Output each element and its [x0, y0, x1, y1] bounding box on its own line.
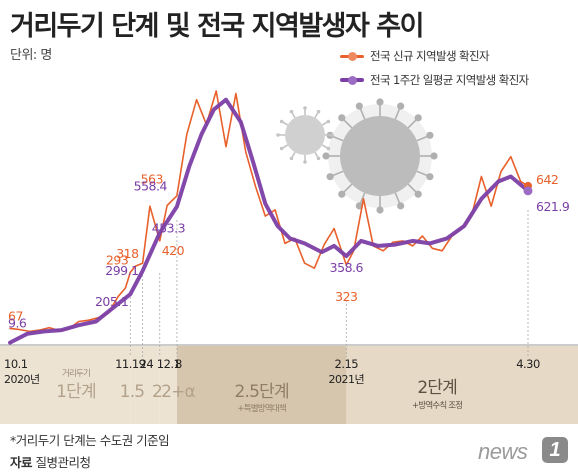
- virus-spike-tip: [289, 109, 294, 114]
- data-label: 420: [162, 243, 185, 258]
- data-label: 293: [106, 252, 128, 267]
- virus-spike-tip: [426, 173, 434, 181]
- virus-spike-tip: [414, 190, 422, 198]
- x-tick-sublabel: 2020년: [4, 373, 40, 386]
- source-value: 질병관리청: [35, 455, 92, 470]
- x-tick-label: 12.1: [157, 357, 181, 371]
- phase-caption: 거리두기: [62, 369, 90, 379]
- phase-label: 2단계: [417, 378, 457, 398]
- phase-label: 2: [152, 382, 162, 402]
- data-label: 323: [335, 289, 357, 304]
- phase-band: [0, 346, 131, 424]
- series-line-weekly-average: [8, 97, 530, 345]
- x-tick-label: 11.19: [115, 357, 146, 371]
- data-label: 318: [116, 246, 139, 261]
- logo-badge: 1: [542, 437, 568, 463]
- data-label: 621.9: [536, 199, 570, 214]
- data-label: 558.4: [134, 179, 168, 194]
- virus-spike-tip: [330, 133, 334, 137]
- data-label: 9.6: [8, 316, 27, 331]
- virus-spike-tip: [326, 146, 331, 151]
- phase-label: 1.5: [120, 382, 145, 402]
- virus-spike-tip: [276, 133, 280, 137]
- phase-band-shade: [176, 346, 347, 424]
- virus-spike-tip: [397, 202, 405, 210]
- virus-body: [285, 115, 325, 155]
- unit-label: 단위: 명: [10, 48, 52, 63]
- virus-spike-tip: [303, 106, 307, 110]
- phase-label: 2.5단계: [234, 382, 288, 402]
- data-label: 563: [141, 171, 163, 186]
- virus-spike-tip: [355, 102, 363, 110]
- data-label: 642: [536, 172, 558, 187]
- x-tick-label: 8: [175, 357, 182, 371]
- x-tick-label: 4.30: [516, 357, 540, 371]
- virus-spike-tip: [279, 119, 284, 124]
- virus-illustration: [276, 98, 438, 214]
- phase-band: [142, 346, 160, 424]
- virus-spike-tip: [338, 114, 346, 122]
- data-label: 453.3: [152, 221, 185, 236]
- virus-spike-tip: [316, 156, 321, 161]
- virus-spike-tip: [316, 109, 321, 114]
- virus-spike-tip: [414, 114, 422, 122]
- x-tick-label: 10.1: [4, 357, 28, 371]
- chart-title: 거리두기 단계 및 전국 지역발생자 추이: [10, 11, 424, 42]
- x-tick-sublabel: 2021년: [329, 373, 365, 386]
- virus-spike-tip: [303, 160, 307, 164]
- news1-logo: news 1: [478, 437, 570, 465]
- legend-dot-avg: [348, 76, 357, 85]
- virus-spike-tip: [322, 152, 330, 160]
- virus-spike-tip: [289, 156, 294, 161]
- virus-spike-tip: [326, 173, 334, 181]
- data-label: 299.1: [105, 263, 138, 278]
- virus-body: [340, 116, 420, 196]
- phase-label: 1단계: [56, 382, 96, 402]
- legend-label-avg: 전국 1주간 일평균 지역발생 확진자: [370, 73, 529, 87]
- footnote: *거리두기 단계는 수도권 기준임: [10, 433, 170, 448]
- x-tick-label: 24: [140, 357, 154, 371]
- data-label: 358.6: [330, 260, 364, 275]
- data-label: 205.1: [95, 294, 128, 309]
- legend-label-daily: 전국 신규 지역발생 확진자: [370, 49, 490, 63]
- virus-spike-tip: [430, 152, 438, 160]
- virus-spike-tip: [376, 206, 384, 214]
- virus-spike-tip: [376, 98, 384, 106]
- virus-spike-tip: [397, 102, 405, 110]
- phase-sublabel: +방역수칙 조정: [412, 400, 462, 411]
- virus-spike-tip: [279, 146, 284, 151]
- logo-text: news: [478, 439, 528, 464]
- virus-spike-tip: [326, 119, 331, 124]
- phase-sublabel: +특별방역대책: [237, 403, 285, 414]
- phase-band: [130, 346, 143, 424]
- data-label: 67: [8, 308, 23, 323]
- legend-dot-daily: [348, 52, 357, 61]
- source-label: 자료: [10, 455, 33, 470]
- phase-label: 2+α: [161, 382, 195, 402]
- source-line: 자료 질병관리청: [10, 452, 91, 471]
- phase-band: [159, 346, 177, 424]
- end-point-average: [523, 186, 533, 196]
- x-tick-label: 2.15: [335, 357, 359, 371]
- virus-spike-tip: [426, 131, 434, 139]
- virus-spike-tip: [338, 190, 346, 198]
- phase-band: [346, 346, 578, 424]
